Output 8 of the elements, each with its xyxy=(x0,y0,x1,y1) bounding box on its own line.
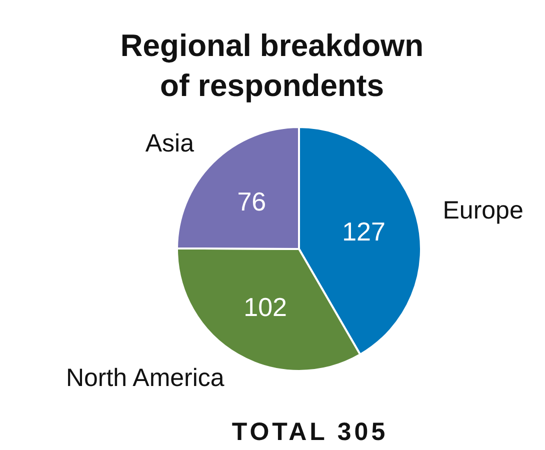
slice-label: Asia xyxy=(145,129,194,158)
text: TOTAL 305 xyxy=(232,418,388,446)
slice-label: North America xyxy=(66,364,224,392)
data-label: 127 xyxy=(342,216,386,247)
data-label: 102 xyxy=(244,292,288,322)
chart-title: Regional breakdown of respondents xyxy=(120,28,424,103)
slice-label: Europe xyxy=(442,196,524,224)
data-label: 76 xyxy=(237,186,266,216)
